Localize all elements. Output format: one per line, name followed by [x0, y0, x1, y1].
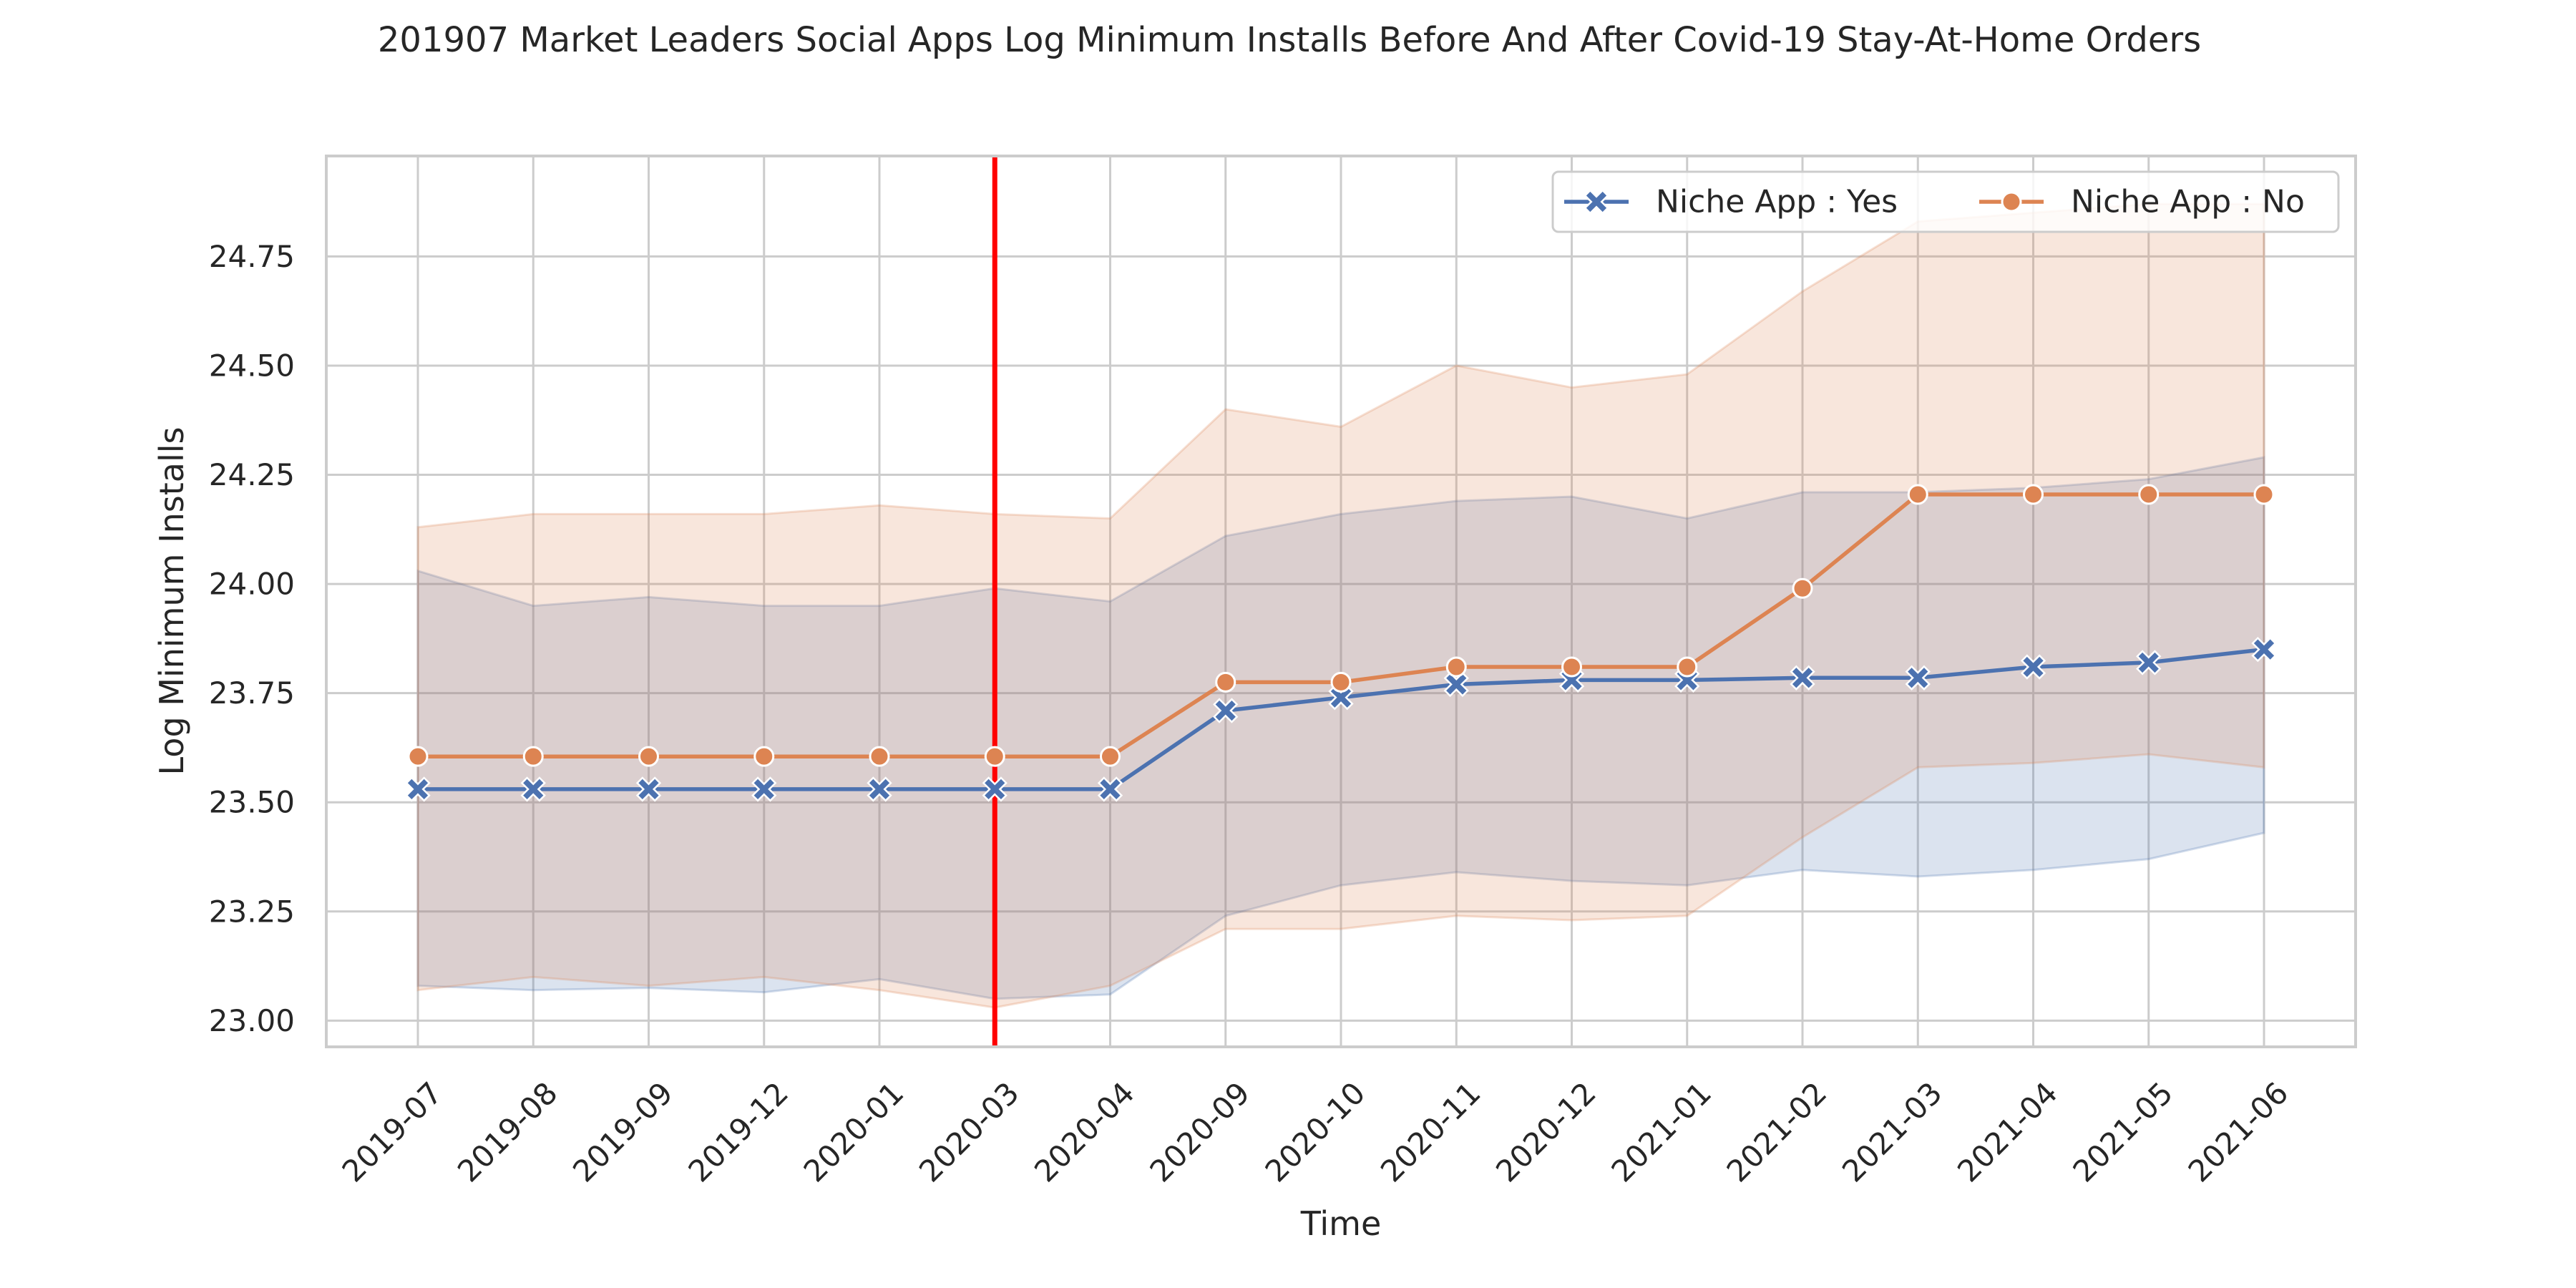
- legend: Niche App : Yes Niche App : No: [1551, 170, 2340, 233]
- x-tick-label: 2021-05: [2066, 1075, 2180, 1189]
- marker-cross: [1215, 700, 1236, 721]
- marker-cross: [985, 779, 1005, 800]
- plot-frame: [325, 155, 2357, 1048]
- x-tick-label: 2020-10: [1259, 1075, 1372, 1189]
- x-tick-label: 2020-04: [1028, 1075, 1141, 1189]
- data-point-series-2: [1100, 746, 1121, 767]
- x-tick-label: 2020-11: [1374, 1075, 1488, 1189]
- x-tick-label: 2021-01: [1604, 1075, 1718, 1189]
- data-point-series-2: [1907, 484, 1928, 505]
- x-tick-label: 2020-01: [797, 1075, 911, 1189]
- marker-cross: [523, 779, 544, 800]
- legend-label-series-1: Niche App : Yes: [1656, 184, 1898, 220]
- marker-cross: [2023, 656, 2044, 678]
- data-point-series-2: [1330, 671, 1352, 693]
- y-tick-label: 24.00: [209, 567, 295, 602]
- data-point-series-1: [982, 776, 1008, 802]
- data-point-series-2: [1215, 671, 1236, 693]
- x-tick-label: 2021-02: [1720, 1075, 1834, 1189]
- marker-cross: [1330, 687, 1352, 708]
- y-tick-label: 24.75: [209, 239, 295, 274]
- data-point-series-2: [522, 746, 544, 767]
- marker-cross: [1446, 674, 1467, 695]
- legend-marker-series-1: [1584, 189, 1609, 215]
- x-tick-label: 2020-09: [1143, 1075, 1257, 1189]
- marker-cross: [1586, 191, 1607, 213]
- marker-cross: [407, 779, 429, 800]
- data-point-series-2: [1792, 577, 1813, 599]
- data-point-series-1: [520, 776, 546, 802]
- x-tick-labels: 2019-07 2019-08 2019-09 2019-12 2020-01 2020-…: [336, 1075, 2296, 1189]
- data-point-series-2: [2023, 484, 2044, 505]
- marker-cross: [2138, 652, 2159, 673]
- data-point-series-2: [869, 746, 890, 767]
- marker-cross: [2253, 639, 2275, 660]
- data-point-series-1: [2136, 650, 2162, 675]
- data-point-series-2: [1677, 656, 1698, 678]
- y-tick-label: 23.00: [209, 1003, 295, 1038]
- series-points: [405, 484, 2277, 802]
- data-point-series-1: [1790, 665, 1815, 691]
- x-tick-label: 2019-07: [336, 1075, 449, 1189]
- data-point-series-2: [2138, 484, 2160, 505]
- data-point-series-1: [867, 776, 892, 802]
- x-tick-label: 2020-03: [912, 1075, 1026, 1189]
- data-point-series-2: [407, 746, 429, 767]
- data-point-series-2: [984, 746, 1005, 767]
- x-tick-label: 2021-03: [1835, 1075, 1949, 1189]
- x-tick-label: 2020-12: [1489, 1075, 1603, 1189]
- data-point-series-1: [751, 776, 777, 802]
- legend-box: [1551, 170, 2340, 233]
- y-tick-labels: 23.00 23.25 23.50 23.75 24.00 24.25 24.50 24.75: [209, 239, 295, 1038]
- y-tick-label: 23.50: [209, 785, 295, 820]
- x-tick-label: 2021-04: [1951, 1075, 2064, 1189]
- legend-marker-series-2: [2001, 191, 2022, 213]
- x-tick-label: 2021-06: [2182, 1075, 2296, 1189]
- data-point-series-2: [1561, 656, 1582, 678]
- data-point-series-1: [1097, 776, 1123, 802]
- data-point-series-1: [1443, 671, 1469, 698]
- data-point-series-1: [2020, 654, 2046, 680]
- data-point-series-1: [405, 776, 431, 802]
- data-point-series-2: [1445, 656, 1467, 678]
- x-tick-label: 2019-09: [566, 1075, 680, 1189]
- data-point-series-1: [2251, 636, 2277, 663]
- y-tick-label: 24.50: [209, 348, 295, 383]
- legend-label-series-2: Niche App : No: [2071, 184, 2305, 220]
- marker-cross: [1908, 668, 1928, 688]
- y-axis-label: Log Minimum Installs: [152, 426, 191, 775]
- data-point-series-1: [1213, 698, 1239, 723]
- x-tick-label: 2019-12: [681, 1075, 795, 1189]
- data-point-series-1: [635, 776, 662, 802]
- data-point-series-1: [1905, 665, 1931, 691]
- y-tick-label: 23.75: [209, 675, 295, 711]
- marker-cross: [753, 779, 774, 800]
- marker-cross: [869, 779, 890, 800]
- y-tick-label: 24.25: [209, 457, 295, 492]
- x-axis-label: Time: [1300, 1204, 1382, 1243]
- y-tick-label: 23.25: [209, 894, 295, 929]
- marker-cross: [1100, 779, 1121, 800]
- data-point-series-1: [1328, 685, 1354, 711]
- marker-cross: [638, 779, 659, 800]
- chart-title: 201907 Market Leaders Social Apps Log Mi…: [378, 20, 2201, 60]
- x-tick-label: 2019-08: [451, 1075, 565, 1189]
- marker-cross: [1792, 668, 1813, 688]
- data-point-series-2: [638, 746, 659, 767]
- data-point-series-2: [753, 746, 775, 767]
- confidence-band-series-2: [416, 203, 2265, 1009]
- data-point-series-2: [2253, 484, 2275, 505]
